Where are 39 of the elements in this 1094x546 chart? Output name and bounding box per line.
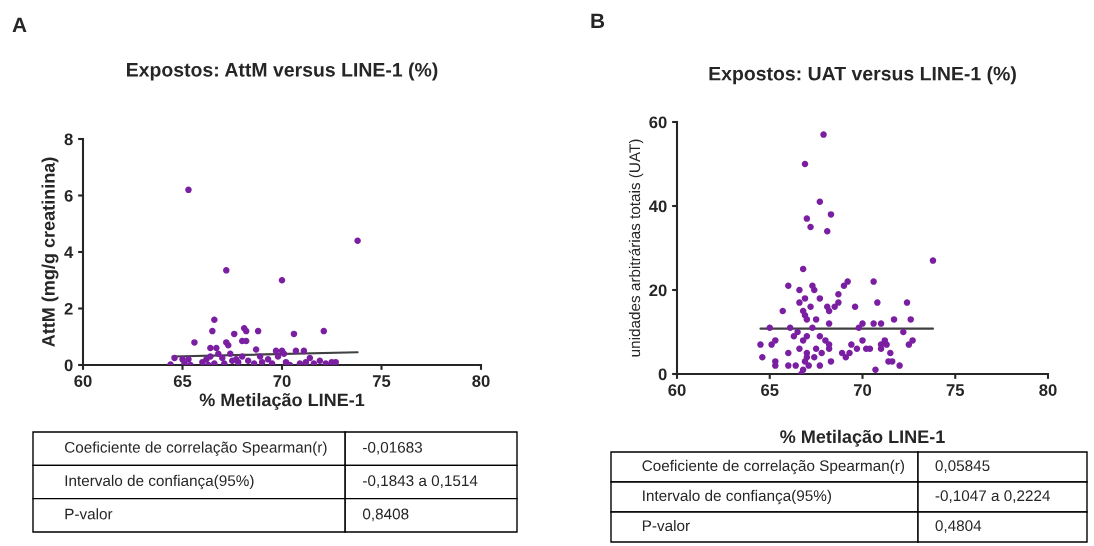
text: Intervalo de confiança(95%) [65, 474, 254, 490]
text: A [12, 17, 27, 32]
text: P-valor [642, 519, 690, 532]
x-tick-label: 80 [472, 375, 490, 387]
y-tick-label: 60 [649, 116, 667, 129]
text: -0,01683 [363, 441, 422, 455]
x-tick-label: 75 [372, 375, 391, 387]
text: Coeficiente de correlação Spearman(r) [64, 441, 327, 456]
text: B [591, 13, 605, 28]
y-axis-title: unidades arbitrárias totais (UAT) [628, 139, 644, 357]
text: Intervalo de confiança(95%) [643, 489, 831, 505]
y-tick-label: 2 [64, 302, 73, 315]
text: 0,4804 [935, 520, 982, 533]
x-tick-label: 65 [761, 384, 779, 396]
y-tick-label: 6 [64, 189, 73, 202]
y-tick-label: 0 [64, 359, 73, 372]
y-tick-label: 40 [648, 200, 667, 213]
y-axis-title: AttM (mg/g creatinina) [41, 157, 59, 347]
text: -0,1843 a 0,1514 [363, 475, 478, 488]
text: 0,05845 [935, 460, 990, 473]
chart-title: Expostos: UAT versus LINE-1 (%) [709, 66, 1016, 85]
y-tick-label: 4 [64, 246, 74, 259]
x-tick-label: 80 [1039, 384, 1057, 396]
x-tick-label: 70 [273, 375, 291, 387]
x-axis-title: % Metilação LINE-1 [780, 429, 945, 447]
text: 0,8408 [362, 508, 409, 522]
x-tick-label: 70 [853, 384, 872, 396]
chart-title: Expostos: AttM versus LINE-1 (%) [127, 62, 438, 81]
text: -0,1047 a 0,2224 [935, 490, 1050, 503]
x-tick-label: 60 [668, 384, 686, 396]
y-tick-label: 0 [658, 368, 667, 381]
y-tick-label: 20 [649, 284, 667, 297]
text: P-valor [65, 508, 113, 520]
x-tick-label: 65 [173, 375, 192, 387]
y-tick-label: 8 [64, 133, 73, 146]
text: Coeficiente de correlação Spearman(r) [642, 459, 904, 475]
x-axis-title: % Metilação LINE-1 [199, 393, 365, 410]
x-tick-label: 60 [74, 375, 92, 387]
x-tick-label: 75 [946, 384, 965, 396]
